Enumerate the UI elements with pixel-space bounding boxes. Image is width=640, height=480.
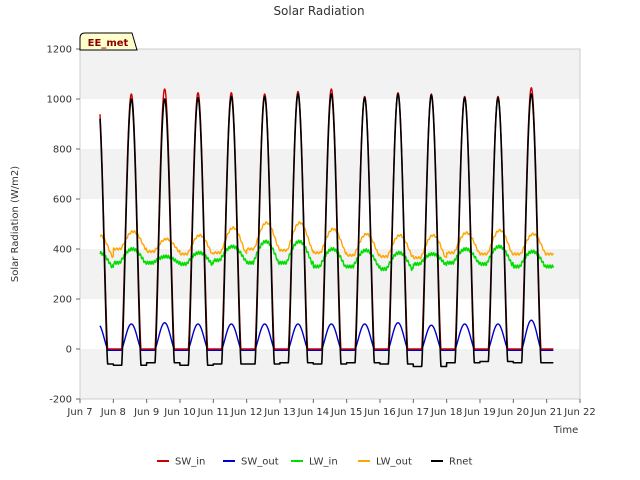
x-tick-label: Jun 13: [263, 407, 296, 418]
series-line-rnet: [99, 93, 554, 368]
grid-bands: [80, 49, 580, 399]
y-tick-label: 1000: [47, 95, 72, 106]
grid-band: [80, 199, 580, 249]
series-lines: [99, 87, 554, 368]
x-tick-label: Jun 8: [100, 407, 126, 418]
grid-band: [80, 49, 580, 99]
grid-band: [80, 149, 580, 199]
x-tick-label: Jun 16: [363, 407, 396, 418]
x-tick-label: Jun 12: [230, 407, 263, 418]
grid-band: [80, 349, 580, 399]
x-tick-label: Jun 10: [163, 407, 196, 418]
legend-label: SW_out: [241, 457, 279, 468]
x-tick-label: Jun 19: [463, 407, 496, 418]
legend-label: LW_out: [376, 457, 412, 468]
y-tick-label: 0: [66, 345, 72, 356]
x-tick-label: Jun 20: [497, 407, 530, 418]
y-tick-label: 600: [53, 195, 72, 206]
x-axis-ticks: Jun 7 Jun 8 Jun 9 Jun 10 Jun 11 Jun 12 Jun 13 J…: [66, 399, 596, 418]
y-tick-label: 400: [53, 245, 72, 256]
y-tick-label: 800: [53, 145, 72, 156]
y-tick-label: -200: [49, 395, 72, 406]
legend-label: SW_in: [175, 457, 205, 468]
plot-frame: [79, 48, 581, 400]
series-line-lw-in: [99, 239, 554, 272]
site-tag: EE_met: [79, 32, 138, 51]
x-tick-label: Jun 14: [297, 407, 330, 418]
x-tick-label: Jun 18: [430, 407, 463, 418]
chart-title: Solar Radiation: [273, 4, 364, 18]
x-tick-label: Jun 17: [397, 407, 430, 418]
legend-label: Rnet: [449, 457, 472, 468]
y-axis-title: Solar Radiation (W/m2): [10, 166, 21, 282]
y-tick-label: 1200: [47, 45, 72, 56]
x-axis-title: Time: [553, 425, 578, 436]
x-tick-label: Jun 7: [66, 407, 92, 418]
x-tick-label: Jun 15: [330, 407, 363, 418]
y-axis-ticks: -200 0 200 400 600 800 1000 1200: [47, 45, 80, 406]
site-tag-label: EE_met: [88, 38, 129, 49]
x-tick-label: Jun 21: [530, 407, 563, 418]
x-tick-label: Jun 11: [197, 407, 230, 418]
y-tick-label: 200: [53, 295, 72, 306]
legend-label: LW_in: [309, 457, 338, 468]
x-tick-label: Jun 9: [133, 407, 159, 418]
series-line-lw-out: [99, 221, 554, 260]
series-line-sw-out: [99, 319, 554, 351]
legend: SW_in SW_out LW_in LW_out Rnet: [157, 457, 472, 468]
x-tick-label: Jun 22: [563, 407, 596, 418]
